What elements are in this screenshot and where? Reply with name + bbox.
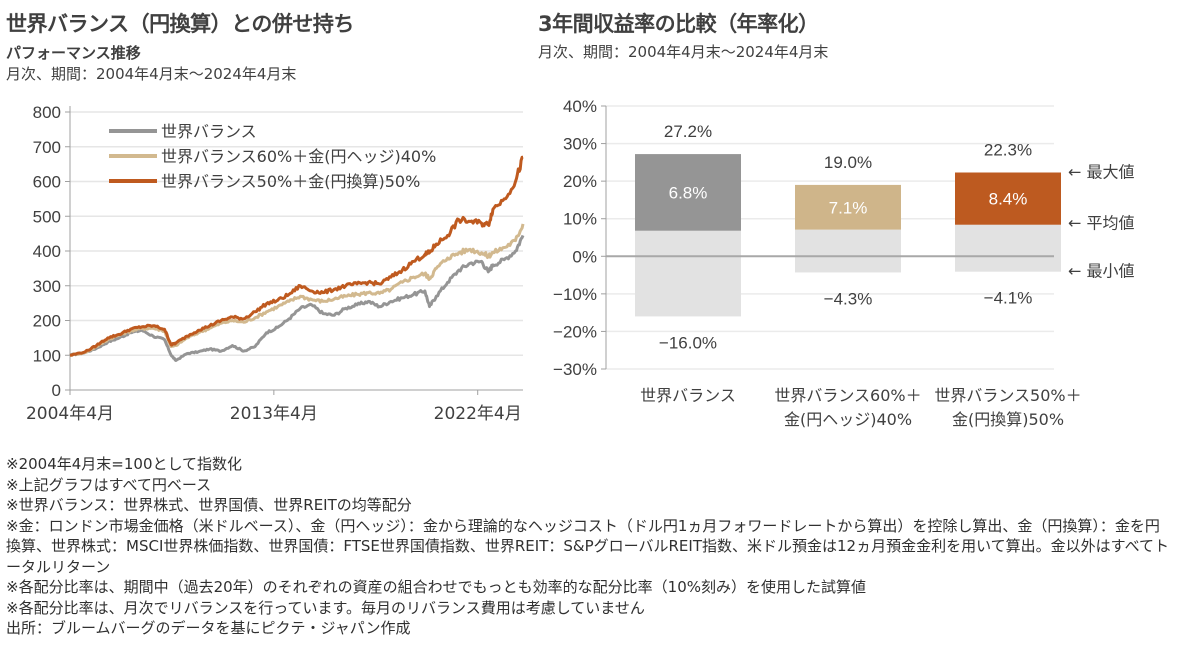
y-tick-label: 40% xyxy=(563,97,597,116)
footnote: ※世界バランス：世界株式、世界国債、世界REITの均等配分 xyxy=(6,496,412,514)
x-tick-label: 2004年4月 xyxy=(26,404,114,424)
series-line-3 xyxy=(69,155,524,357)
legend-annotation: ← 最小値 xyxy=(1068,262,1135,281)
bar-range-upper xyxy=(795,184,901,230)
footnotes: ※2004年4月末=100として指数化 ※上記グラフはすべて円ベース ※世界バラ… xyxy=(6,454,1171,639)
return-bar-chart: −30% −20% −10% 0% 10% 20% 30% 40% 27.2% 6.8% −16.0… xyxy=(553,97,1135,429)
legend-label: 世界バランス50%＋金(円換算)50% xyxy=(161,172,420,191)
footnote: ※上記グラフはすべて円ベース xyxy=(6,475,212,494)
y-tick-label: 20% xyxy=(563,172,597,191)
category-label: 金(円換算)50% xyxy=(952,410,1064,429)
series-line-1 xyxy=(69,234,525,362)
y-tick-label: 30% xyxy=(563,135,597,154)
min-value-label: −4.1% xyxy=(984,289,1033,308)
legend-annotation: ← 平均値 xyxy=(1068,214,1135,233)
y-tick-label: 500 xyxy=(33,207,61,226)
y-tick-label: 300 xyxy=(33,277,61,296)
source-note: 出所：ブルームバーグのデータを基にピクテ・ジャパン作成 xyxy=(6,619,411,637)
max-value-label: 27.2% xyxy=(664,122,712,141)
y-tick-label: 200 xyxy=(33,312,61,331)
y-tick-label: 700 xyxy=(33,138,61,157)
bar-range-lower xyxy=(635,230,741,317)
y-tick-label: −30% xyxy=(553,360,597,379)
category-label: 世界バランス xyxy=(640,386,736,405)
legend-label: 世界バランス xyxy=(161,122,257,141)
category-label: 世界バランス50%＋ xyxy=(934,386,1081,405)
performance-line-chart: 0 100 200 300 400 500 600 700 800 2004年4月 2013年4月 2… xyxy=(26,103,525,424)
y-tick-label: 100 xyxy=(33,346,61,365)
legend-label: 世界バランス60%＋金(円ヘッジ)40% xyxy=(161,147,436,166)
bar-range-upper xyxy=(635,154,741,231)
avg-value-label: 6.8% xyxy=(669,183,708,202)
footnote: ※各配分比率は、期間中（過去20年）のそれぞれの資産の組合わせでもっとも効率的な… xyxy=(6,578,867,596)
right-chart-title: 3年間収益率の比較（年率化） xyxy=(538,12,819,36)
y-tick-label: 10% xyxy=(563,210,597,229)
y-tick-label: 400 xyxy=(33,242,61,261)
max-value-label: 19.0% xyxy=(824,153,872,172)
left-chart-subtitle: パフォーマンス推移 xyxy=(6,44,141,62)
y-tick-label: −20% xyxy=(553,322,597,341)
bar-range-lower xyxy=(955,224,1061,272)
footnote: ※金：ロンドン市場金価格（米ドルベース）、金（円ヘッジ）：金から理論的なヘッジコ… xyxy=(6,516,1169,576)
avg-value-label: 8.4% xyxy=(989,190,1028,209)
x-tick-label: 2022年4月 xyxy=(434,404,522,424)
footnote: ※2004年4月末=100として指数化 xyxy=(6,455,243,473)
y-tick-label: −10% xyxy=(553,285,597,304)
right-chart-period: 月次、期間：2004年4月末～2024年4月末 xyxy=(538,43,829,61)
bar-range-upper xyxy=(955,172,1061,225)
left-chart-title: 世界バランス（円換算）との併せ持ち xyxy=(6,12,354,36)
y-tick-label: 600 xyxy=(33,173,61,192)
x-tick-label: 2013年4月 xyxy=(230,404,318,424)
left-chart-period: 月次、期間：2004年4月末～2024年4月末 xyxy=(6,65,297,83)
min-value-label: −4.3% xyxy=(824,289,873,308)
max-value-label: 22.3% xyxy=(984,141,1032,160)
y-tick-label: 0% xyxy=(572,247,597,266)
footnote: ※各配分比率は、月次でリバランスを行っています。毎月のリバランス費用は考慮してい… xyxy=(6,598,645,617)
legend-annotation: ← 最大値 xyxy=(1068,163,1135,182)
y-tick-label: 0 xyxy=(52,381,61,400)
y-tick-label: 800 xyxy=(33,103,61,122)
category-label: 世界バランス60%＋ xyxy=(774,386,921,405)
avg-value-label: 7.1% xyxy=(829,198,868,217)
series-line-2 xyxy=(69,223,525,357)
bar-range-lower xyxy=(795,229,901,273)
min-value-label: −16.0% xyxy=(659,333,717,352)
category-label: 金(円ヘッジ)40% xyxy=(784,410,912,429)
